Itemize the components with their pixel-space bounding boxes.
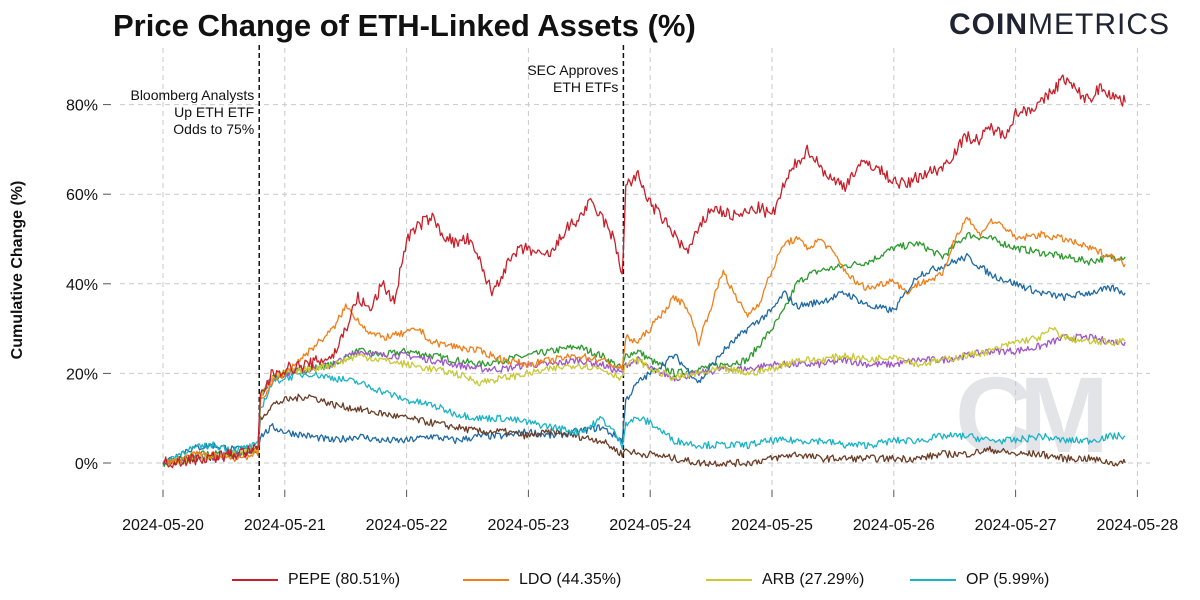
series-line-pepe [162, 74, 1126, 469]
legend-item-arb[interactable]: ARB (27.29%) [706, 571, 864, 589]
x-tick-label: 2024-05-24 [609, 517, 691, 534]
brand-logo: COINMETRICS [949, 8, 1170, 42]
legend-swatch-arb [706, 579, 752, 581]
brand-logo-bold: COIN [949, 8, 1028, 41]
y-tick-label: 40% [66, 277, 98, 294]
event-annotation: Up ETH ETF [174, 104, 254, 120]
brand-logo-light: METRICS [1028, 8, 1170, 41]
event-annotation: Bloomberg Analysts [130, 87, 254, 103]
event-annotation: SEC Approves [527, 62, 618, 78]
event-annotation: ETH ETFs [553, 79, 618, 95]
y-tick-label: 60% [66, 187, 98, 204]
x-tick-label: 2024-05-25 [731, 517, 813, 534]
series-line-op [162, 371, 1126, 465]
legend-label-ldo: LDO (44.35%) [519, 571, 622, 588]
legend: PEPE (80.51%) LDO (44.35%) ARB (27.29%) … [0, 571, 1200, 597]
legend-swatch-op [910, 579, 956, 581]
axis-ticks: 2024-05-20 2024-05-21 2024-05-22 2024-05-23… [66, 98, 1178, 534]
legend-item-pepe[interactable]: PEPE (80.51%) [232, 571, 400, 589]
y-axis-label: Cumulative Change (%) [9, 180, 26, 360]
legend-item-op[interactable]: OP (5.99%) [910, 571, 1049, 589]
x-tick-label: 2024-05-23 [487, 517, 569, 534]
series-lines [162, 74, 1126, 469]
series-line-ldo [162, 216, 1126, 466]
x-tick-label: 2024-05-21 [244, 517, 326, 534]
legend-label-op: OP (5.99%) [966, 571, 1050, 588]
event-annotation: Odds to 75% [173, 121, 254, 137]
x-tick-label: 2024-05-28 [1096, 517, 1178, 534]
y-tick-label: 20% [66, 366, 98, 383]
y-tick-label: 80% [66, 98, 98, 115]
x-tick-label: 2024-05-22 [366, 517, 448, 534]
legend-label-arb: ARB (27.29%) [762, 571, 865, 588]
x-tick-label: 2024-05-26 [853, 517, 935, 534]
series-line-arb [162, 326, 1126, 467]
series-line-brown [162, 393, 1126, 468]
x-tick-label: 2024-05-27 [975, 517, 1057, 534]
legend-label-pepe: PEPE (80.51%) [288, 571, 401, 588]
x-tick-label: 2024-05-20 [122, 517, 204, 534]
legend-item-ldo[interactable]: LDO (44.35%) [463, 571, 621, 589]
series-line-blue [162, 252, 1126, 465]
legend-swatch-pepe [232, 579, 278, 581]
legend-swatch-ldo [463, 579, 509, 581]
chart-title: Price Change of ETH-Linked Assets (%) [113, 8, 696, 43]
y-tick-label: 0% [75, 456, 98, 473]
